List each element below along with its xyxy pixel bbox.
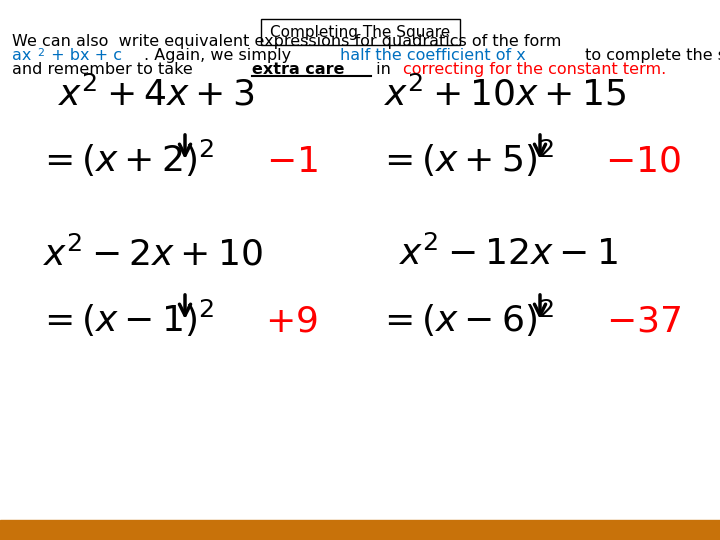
Text: We can also  write equivalent expressions for quadratics of the form: We can also write equivalent expressions… [12,34,562,49]
Text: $= (x + 2)^2$: $= (x + 2)^2$ [37,138,215,179]
Text: $x^2 + 10x + 15$: $x^2 + 10x + 15$ [384,76,626,112]
Text: 2: 2 [37,48,44,57]
Text: correcting for the constant term.: correcting for the constant term. [403,62,667,77]
Text: half the coefficient of x: half the coefficient of x [341,48,526,63]
FancyBboxPatch shape [261,19,459,45]
Text: in: in [372,62,396,77]
Text: ax: ax [12,48,32,63]
Text: $= (x + 5)^2$: $= (x + 5)^2$ [377,138,554,179]
Text: $- 10$: $- 10$ [606,145,681,179]
Text: $= (x - 6)^2$: $= (x - 6)^2$ [377,298,554,339]
Text: $- 1$: $- 1$ [266,145,318,179]
Text: $x^2 - 2x + 10$: $x^2 - 2x + 10$ [43,236,263,272]
Text: and remember to take: and remember to take [12,62,198,77]
Text: extra care: extra care [252,62,344,77]
Text: to complete the square: to complete the square [580,48,720,63]
Text: . Again, we simply: . Again, we simply [144,48,296,63]
Text: $x^2 - 12x - 1$: $x^2 - 12x - 1$ [399,236,618,272]
Text: $+ 9$: $+ 9$ [266,305,318,339]
Text: $= (x - 1)^2$: $= (x - 1)^2$ [37,298,214,339]
Text: + bx + c: + bx + c [46,48,122,63]
Text: $x^2 + 4x + 3$: $x^2 + 4x + 3$ [58,76,255,112]
Text: $- 37$: $- 37$ [606,305,681,339]
Text: Completing The Square: Completing The Square [270,24,450,39]
Bar [0,520,720,540]
